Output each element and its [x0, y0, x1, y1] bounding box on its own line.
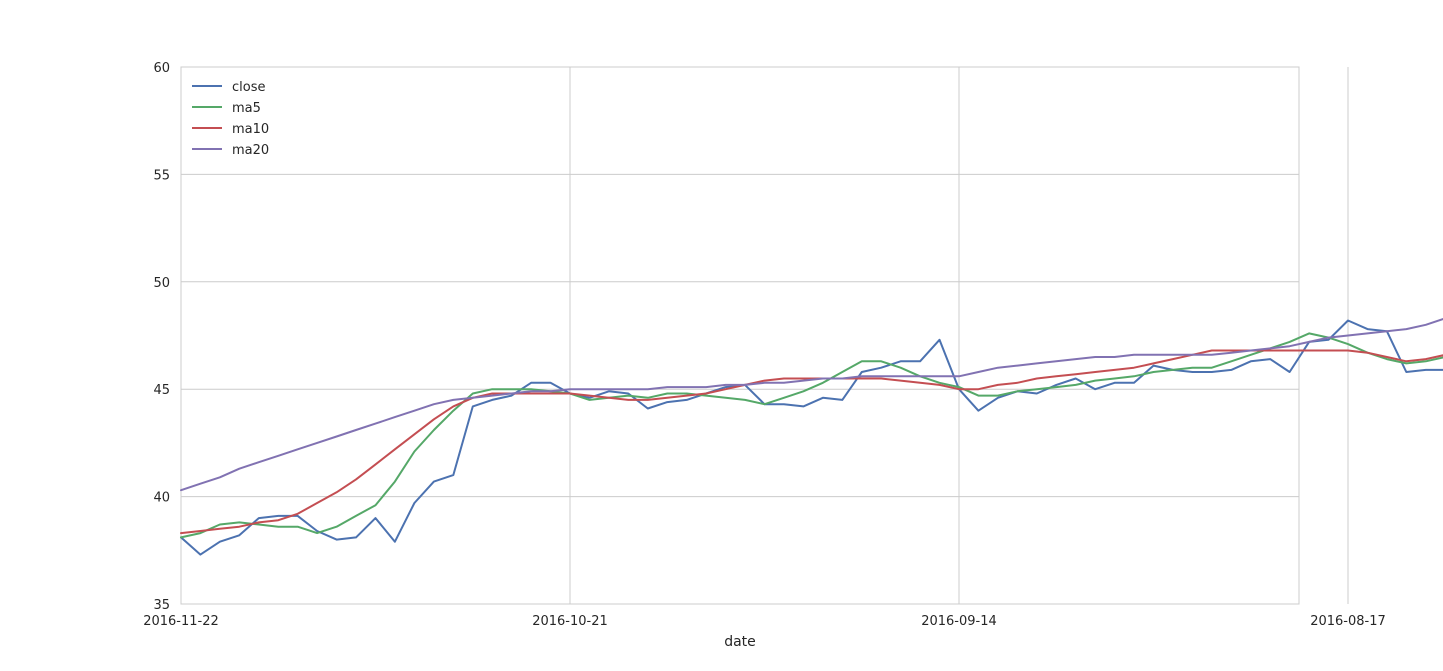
x-tick-label: 2016-10-21 — [532, 614, 608, 629]
y-tick-label: 35 — [153, 598, 170, 613]
plot-background — [181, 67, 1299, 604]
y-axis: 35 40 45 50 55 60 — [153, 61, 170, 613]
legend-label-ma20: ma20 — [232, 143, 269, 158]
x-axis: 2016-11-22 2016-10-21 2016-09-14 2016-08-17… — [143, 614, 1386, 629]
x-tick-label: 2016-08-17 — [1310, 614, 1386, 629]
y-tick-label: 60 — [153, 61, 170, 76]
y-tick-label: 50 — [153, 276, 170, 291]
series-line-ma20 — [180, 318, 1443, 492]
x-tick-label: 2016-09-14 — [921, 614, 997, 629]
y-tick-label: 45 — [153, 383, 170, 398]
y-tick-label: 40 — [153, 491, 170, 506]
plot-frame — [180, 66, 1300, 605]
legend-label-close: close — [232, 80, 265, 95]
series-line-ma5 — [180, 332, 1443, 539]
x-axis-title: date — [724, 634, 756, 650]
legend: close ma5 ma10 ma20 — [192, 80, 269, 158]
legend-label-ma10: ma10 — [232, 122, 269, 137]
x-tick-label: 2016-11-22 — [143, 614, 219, 629]
series-line-ma10 — [180, 349, 1443, 535]
legend-label-ma5: ma5 — [232, 101, 261, 116]
y-tick-label: 55 — [153, 168, 170, 183]
series-layer — [180, 318, 1443, 556]
